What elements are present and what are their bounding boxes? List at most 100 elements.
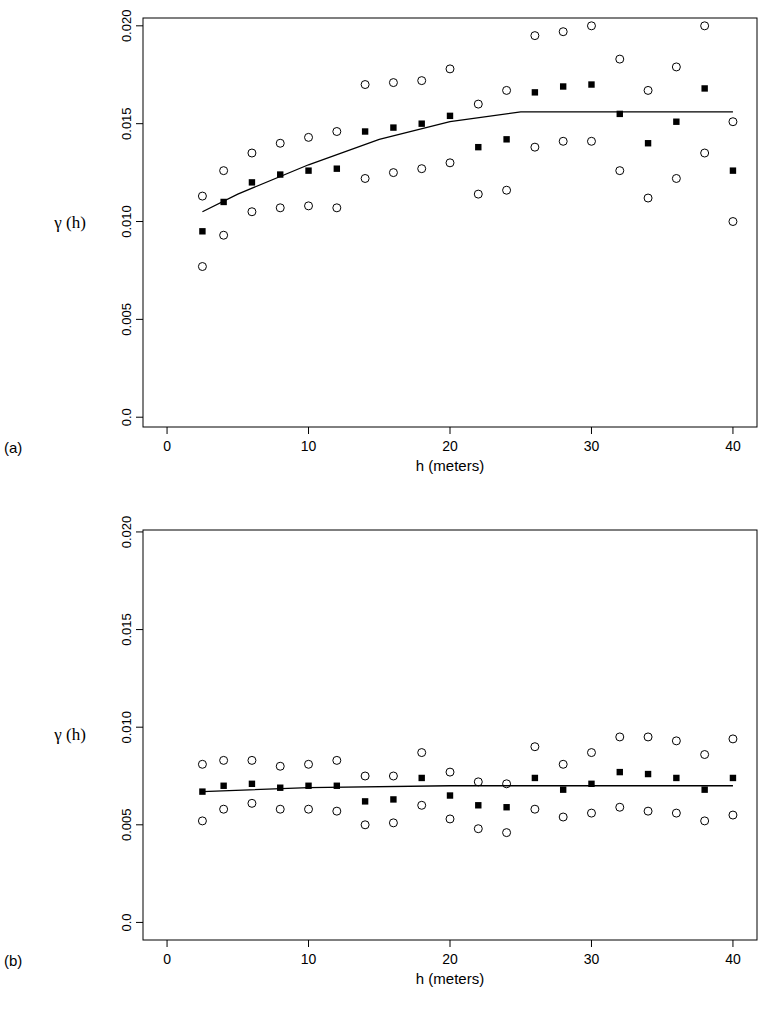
x-tick — [450, 427, 451, 434]
square-point — [362, 798, 368, 804]
circle-point — [644, 733, 652, 741]
circle-point — [276, 805, 284, 813]
circle-point — [701, 149, 709, 157]
circle-point — [644, 194, 652, 202]
circle-point — [446, 768, 454, 776]
circle-point — [418, 749, 426, 757]
panel: 0102030400.00.0050.0100.0150.020h (meter… — [4, 516, 757, 987]
x-tick — [450, 940, 451, 947]
y-tick-label: 0.015 — [119, 107, 134, 140]
square-point — [220, 783, 226, 789]
y-tick — [136, 417, 143, 418]
panel: 0102030400.00.0050.0100.0150.020h (meter… — [4, 10, 757, 474]
circle-point — [701, 22, 709, 30]
square-point — [701, 786, 707, 792]
square-point — [334, 783, 340, 789]
square-point — [503, 136, 509, 142]
square-point — [334, 165, 340, 171]
circle-point — [198, 263, 206, 271]
x-tick-label: 40 — [725, 951, 741, 967]
square-point — [249, 179, 255, 185]
circle-point — [220, 231, 228, 239]
y-tick-label: 0.015 — [119, 613, 134, 646]
circle-point — [305, 133, 313, 141]
circle-point — [587, 749, 595, 757]
circle-point — [587, 137, 595, 145]
y-tick-label: 0.005 — [119, 303, 134, 336]
circle-point — [361, 81, 369, 89]
y-tick — [136, 727, 143, 728]
circle-point — [474, 778, 482, 786]
circle-point — [559, 813, 567, 821]
circle-point — [446, 815, 454, 823]
circle-point — [198, 192, 206, 200]
circle-point — [729, 118, 737, 126]
x-axis-label: h (meters) — [416, 970, 484, 987]
figure: 0102030400.00.0050.0100.0150.020h (meter… — [0, 0, 772, 1024]
panel-label: (b) — [4, 952, 22, 969]
y-tick — [136, 319, 143, 320]
plot-area — [198, 22, 737, 271]
circle-point — [587, 809, 595, 817]
x-tick-label: 10 — [301, 438, 317, 454]
circle-point — [644, 86, 652, 94]
y-tick-label: 0.010 — [119, 711, 134, 744]
square-point — [730, 167, 736, 173]
square-point — [617, 769, 623, 775]
circle-point — [672, 174, 680, 182]
y-tick-label: 0.0 — [119, 408, 134, 426]
plot-area — [198, 733, 737, 837]
square-point — [503, 804, 509, 810]
circle-point — [474, 100, 482, 108]
circle-point — [389, 79, 397, 87]
square-point — [532, 89, 538, 95]
y-tick — [136, 922, 143, 923]
y-axis-label: γ (h) — [53, 213, 86, 232]
circle-point — [361, 772, 369, 780]
circle-point — [248, 799, 256, 807]
circle-point — [446, 65, 454, 73]
circle-point — [587, 22, 595, 30]
circle-point — [616, 55, 624, 63]
circle-point — [474, 825, 482, 833]
y-tick — [136, 123, 143, 124]
square-point — [645, 140, 651, 146]
square-point — [475, 144, 481, 150]
square-point — [305, 167, 311, 173]
circle-point — [418, 801, 426, 809]
circle-point — [729, 218, 737, 226]
x-tick — [591, 940, 592, 947]
circle-point — [361, 174, 369, 182]
square-point — [362, 128, 368, 134]
circle-point — [531, 32, 539, 40]
circle-point — [305, 805, 313, 813]
y-tick-label: 0.0 — [119, 913, 134, 931]
circle-point — [672, 63, 680, 71]
x-tick-label: 40 — [725, 438, 741, 454]
circle-point — [333, 807, 341, 815]
y-tick — [136, 25, 143, 26]
panel-label: (a) — [4, 439, 22, 456]
x-tick-label: 20 — [442, 951, 458, 967]
x-tick — [167, 427, 168, 434]
model-line — [202, 112, 733, 212]
circle-point — [559, 137, 567, 145]
circle-point — [389, 819, 397, 827]
circle-point — [729, 811, 737, 819]
square-point — [249, 781, 255, 787]
square-point — [673, 119, 679, 125]
square-point — [419, 120, 425, 126]
square-point — [673, 775, 679, 781]
circle-point — [389, 772, 397, 780]
x-tick — [591, 427, 592, 434]
square-point — [390, 124, 396, 130]
circle-point — [474, 190, 482, 198]
square-point — [701, 85, 707, 91]
circle-point — [503, 829, 511, 837]
circle-point — [446, 159, 454, 167]
square-point — [645, 771, 651, 777]
y-tick-label: 0.010 — [119, 205, 134, 238]
circle-point — [333, 204, 341, 212]
y-tick — [136, 824, 143, 825]
circle-point — [418, 77, 426, 85]
